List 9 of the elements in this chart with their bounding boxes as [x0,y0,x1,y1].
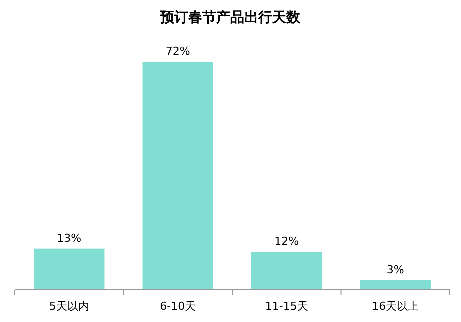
data-label: 13% [57,232,82,245]
x-tick-label: 6-10天 [160,300,196,313]
data-label: 72% [166,45,190,58]
data-label: 12% [274,235,300,248]
chart-title: 预订春节产品出行天数 [160,9,302,26]
data-label: 3% [386,264,404,276]
x-tick-label: 16天以上 [372,300,420,313]
x-tick-label: 11-15天 [265,300,308,313]
x-tick-label: 5天以内 [49,300,90,313]
